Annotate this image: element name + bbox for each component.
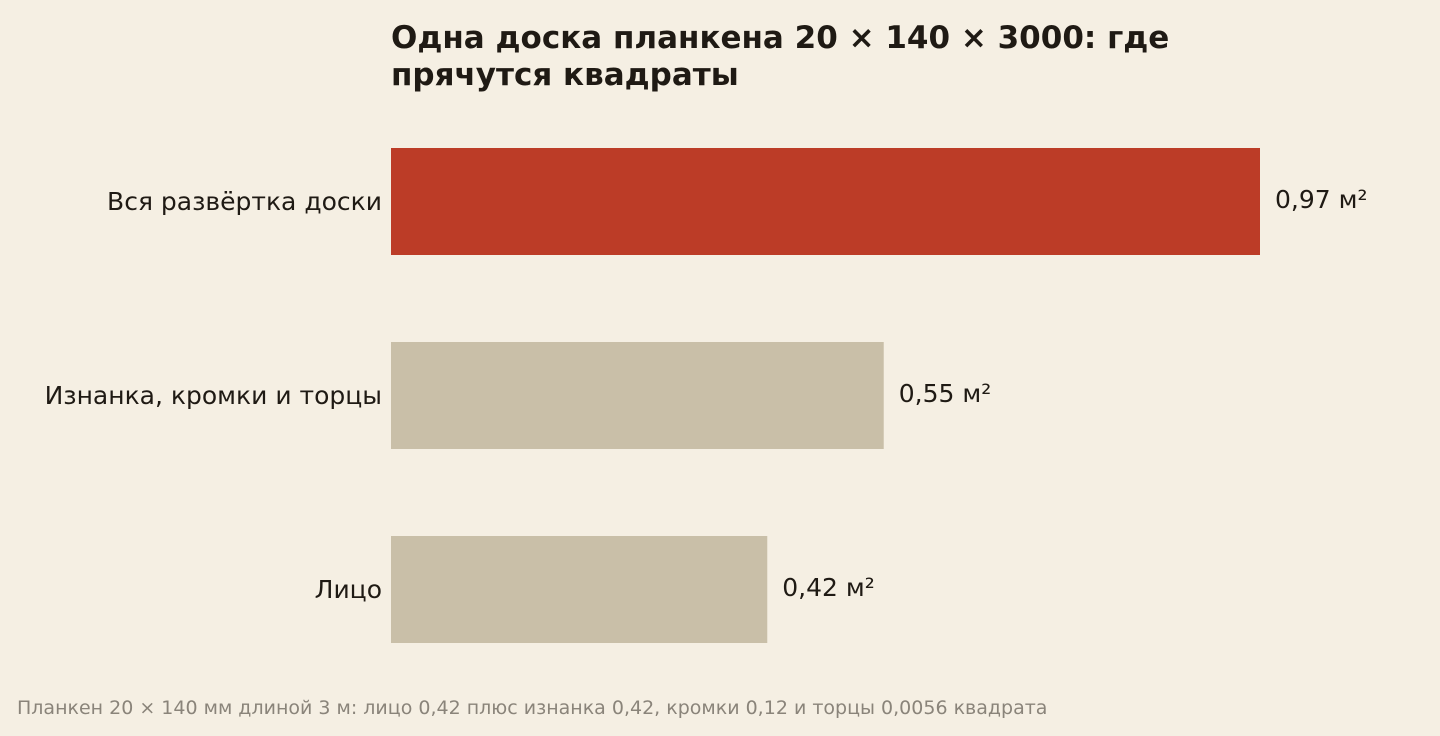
chart-title: Одна доска планкена 20 × 140 × 3000: где… [391,20,1170,93]
value-label-0: 0,97 м² [1275,185,1368,214]
bar-1 [391,342,884,449]
value-label-1: 0,55 м² [899,379,992,408]
category-label-1: Изнанка, кромки и торцы [45,381,382,410]
category-label-0: Вся развёртка доски [107,187,382,216]
footnote: Планкен 20 × 140 мм длиной 3 м: лицо 0,4… [17,697,1048,719]
value-label-2: 0,42 м² [782,573,875,602]
bar-0 [391,148,1260,255]
bar-2 [391,536,768,643]
category-label-2: Лицо [315,575,382,604]
